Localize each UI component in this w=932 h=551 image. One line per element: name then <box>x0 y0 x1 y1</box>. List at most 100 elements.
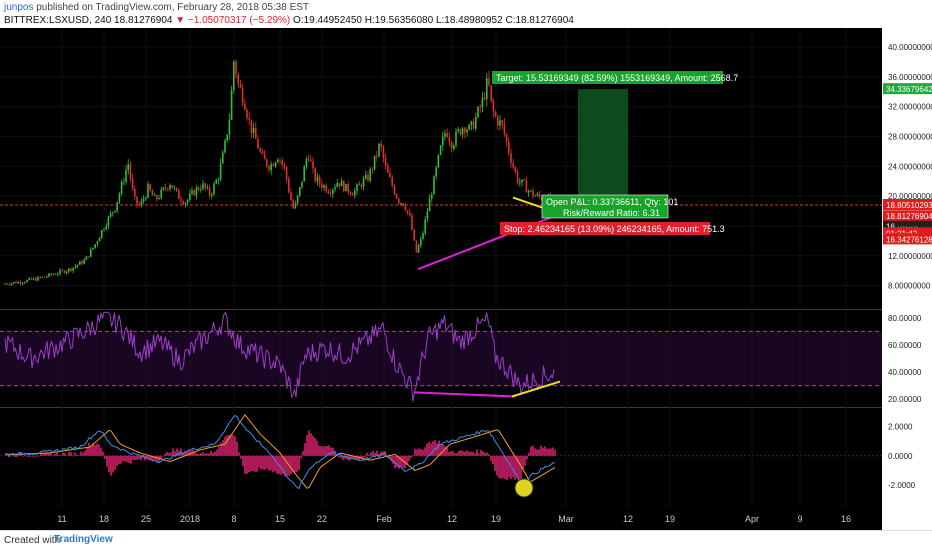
candle-body <box>305 158 308 167</box>
macd-histogram-bar <box>100 448 102 456</box>
candle-body <box>499 120 501 126</box>
macd-histogram-bar <box>72 455 74 457</box>
candle-body <box>19 281 22 284</box>
macd-histogram-bar <box>516 455 518 478</box>
candle-body <box>171 185 173 188</box>
macd-histogram-bar <box>4 455 6 456</box>
chart-area[interactable]: 11 18 25 2018 8 15 22 Feb 12 19 Mar 12 19 Apr 9 16 40.00… <box>0 28 932 530</box>
macd-histogram-bar <box>426 443 428 456</box>
macd-histogram-bar <box>228 434 230 456</box>
candle-body <box>534 195 536 197</box>
candle-body <box>112 212 114 214</box>
macd-histogram-bar <box>116 455 118 467</box>
candle-body <box>475 117 477 129</box>
candle-body <box>211 194 213 196</box>
candle-body <box>186 200 189 203</box>
candle-body <box>323 185 325 188</box>
candle-body <box>283 164 286 167</box>
price-level-label: 16.········ <box>886 223 918 232</box>
low-value: L:18.48980952 <box>435 15 503 26</box>
candle-body <box>508 141 510 154</box>
macd-histogram-bar <box>300 455 302 459</box>
price-tick-label: 32.00000000 <box>888 103 932 112</box>
macd-histogram-bar <box>324 446 326 456</box>
price-level-marker: 18.81276904 <box>883 210 932 222</box>
macd-histogram-bar <box>208 453 210 456</box>
macd-histogram-bar <box>168 452 170 456</box>
candle-body <box>167 188 169 190</box>
candle-body <box>158 197 160 199</box>
rsi-tick-label: 80.00000 <box>888 314 922 323</box>
macd-histogram-bar <box>526 455 528 460</box>
macd-histogram-bar <box>446 446 448 456</box>
macd-histogram-bar <box>496 455 498 476</box>
macd-histogram-bar <box>512 455 514 478</box>
candle-body <box>65 271 68 274</box>
x-tick-label: 19 <box>665 514 675 524</box>
candle-body <box>435 167 437 177</box>
candle-body <box>178 190 180 200</box>
macd-histogram-bar <box>326 446 328 456</box>
open-pl-label: Open P&L: 0.33736611, Qty: 101 <box>546 197 678 207</box>
price-level-bg <box>883 198 932 210</box>
macd-histogram-bar <box>106 455 108 467</box>
macd-pane[interactable] <box>0 414 882 498</box>
candle-body <box>345 183 347 192</box>
macd-histogram-bar <box>52 455 54 457</box>
candle-body <box>213 183 215 195</box>
macd-histogram-bar <box>436 443 438 456</box>
ohlc-line: BITTREX:LSXUSD, 240 18.81276904 ▼ −1.050… <box>4 15 574 26</box>
macd-histogram-bar <box>400 455 402 467</box>
x-tick-label: 19 <box>491 514 501 524</box>
candle-body <box>294 203 297 209</box>
candle-body <box>393 185 396 195</box>
stop-label: Stop: 2.46234165 (13.09%) 246234165, Amo… <box>504 224 725 234</box>
macd-histogram-bar <box>128 455 130 463</box>
candle-body <box>39 276 41 278</box>
macd-histogram-bar <box>364 455 366 458</box>
macd-histogram-bar <box>498 455 500 478</box>
candle-body <box>134 188 136 197</box>
macd-histogram-bar <box>96 443 98 456</box>
candle-body <box>525 180 528 193</box>
candle-body <box>70 268 72 271</box>
macd-histogram-bar <box>468 451 470 456</box>
author-link[interactable]: junpos <box>4 2 34 13</box>
rsi-pane[interactable] <box>0 311 882 402</box>
macd-histogram-bar <box>236 441 238 456</box>
macd-histogram-bar <box>66 455 68 456</box>
x-tick-label: 22 <box>317 514 327 524</box>
macd-histogram-bar <box>60 455 62 457</box>
price-pane[interactable] <box>0 59 882 287</box>
highlight-circle <box>514 478 534 498</box>
candle-body <box>400 203 402 204</box>
candle-body <box>8 284 11 286</box>
candle-body <box>169 185 171 190</box>
macd-histogram-bar <box>196 453 198 456</box>
macd-histogram-bar <box>16 455 18 458</box>
tradingview-logo[interactable]: TradingView <box>54 534 113 545</box>
candle-body <box>94 244 96 248</box>
candle-body <box>389 172 391 178</box>
candle-body <box>182 201 184 205</box>
price-tick-label: 12.00000000 <box>888 252 932 261</box>
candle-body <box>15 281 17 284</box>
chart-canvas[interactable]: 11 18 25 2018 8 15 22 Feb 12 19 Mar 12 19 Apr 9 16 40.00… <box>0 28 932 530</box>
macd-histogram-bar <box>376 450 378 456</box>
macd-histogram-bar <box>92 443 94 456</box>
macd-histogram-bar <box>318 445 320 456</box>
price-level-label: 18.81276904 <box>886 212 932 221</box>
candle-body <box>369 168 371 181</box>
candle-body <box>32 278 35 280</box>
candle-body <box>189 193 191 201</box>
rsi-divergence-line <box>413 391 516 398</box>
candle-body <box>173 187 176 189</box>
candle-body <box>470 121 473 125</box>
macd-histogram-bar <box>238 452 240 456</box>
macd-histogram-bar <box>118 455 120 465</box>
price-scale[interactable] <box>882 28 932 530</box>
macd-histogram-bar <box>544 446 546 456</box>
candle-body <box>384 157 387 166</box>
macd-histogram-bar <box>64 453 66 456</box>
macd-histogram-bar <box>296 455 298 472</box>
